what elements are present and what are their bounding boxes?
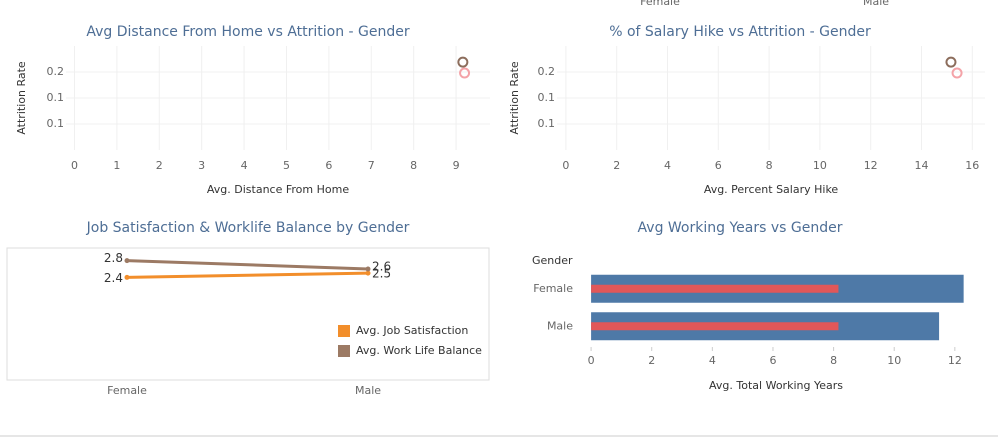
x-tick-label: 2: [648, 354, 655, 367]
y-axis-label: Attrition Rate: [508, 61, 521, 135]
chart-title: Avg Distance From Home vs Attrition - Ge…: [86, 24, 410, 40]
category-header: Gender: [532, 254, 573, 267]
chart-title: % of Salary Hike vs Attrition - Gender: [609, 24, 871, 40]
point: [365, 266, 371, 272]
x-axis-label: Avg. Distance From Home: [207, 183, 349, 196]
value-label: 2.6: [372, 259, 391, 273]
x-tick-label: 0: [588, 354, 595, 367]
y-tick-label: 0.2: [47, 65, 65, 78]
x-axis-label: Avg. Total Working Years: [709, 379, 843, 392]
x-tick-label: Male: [355, 384, 381, 397]
x-tick-label: Female: [107, 384, 147, 397]
value-label: 2.5: [372, 267, 391, 281]
x-tick-label: 10: [887, 354, 901, 367]
x-tick-label: 1: [113, 159, 120, 172]
y-tick-label: Male: [547, 319, 573, 332]
clipped-legend-entry: Female: [640, 0, 680, 8]
line: [126, 259, 369, 271]
x-tick-label: 4: [241, 159, 248, 172]
x-tick-label: 6: [325, 159, 332, 172]
legend-label: Avg. Job Satisfaction: [356, 324, 468, 337]
x-tick-label: 6: [715, 159, 722, 172]
value-label: 2.8: [104, 251, 123, 265]
chart-title: Job Satisfaction & Worklife Balance by G…: [86, 220, 410, 236]
x-tick-label: 2: [613, 159, 620, 172]
x-tick-label: 8: [766, 159, 773, 172]
x-tick-label: 14: [914, 159, 928, 172]
point: [124, 274, 130, 280]
x-tick-label: 9: [453, 159, 460, 172]
clipped-legend-entry: Male: [863, 0, 889, 8]
legend-label: Avg. Work Life Balance: [356, 344, 482, 357]
point: [459, 67, 471, 79]
line: [126, 271, 369, 279]
value-label: 2.4: [104, 271, 123, 285]
x-tick-label: 8: [410, 159, 417, 172]
y-tick-label: 0.1: [538, 117, 556, 130]
x-tick-label: 4: [709, 354, 716, 367]
x-tick-label: 7: [368, 159, 375, 172]
x-tick-label: 10: [813, 159, 827, 172]
y-tick-label: 0.1: [47, 91, 65, 104]
y-tick-label: Female: [533, 282, 573, 295]
x-tick-label: 0: [562, 159, 569, 172]
x-tick-label: 3: [198, 159, 205, 172]
bar: [591, 322, 839, 331]
point: [457, 56, 469, 68]
y-tick-label: 0.1: [47, 117, 65, 130]
point: [365, 270, 371, 276]
y-tick-label: 0.2: [538, 65, 556, 78]
plot-frame: [6, 247, 490, 381]
chart-title: Avg Working Years vs Gender: [638, 220, 843, 236]
x-tick-label: 0: [71, 159, 78, 172]
x-tick-label: 5: [283, 159, 290, 172]
x-tick-label: 8: [830, 354, 837, 367]
legend-swatch: [338, 345, 350, 357]
point: [124, 258, 130, 264]
point: [945, 56, 957, 68]
legend-swatch: [338, 325, 350, 337]
x-axis-label: Avg. Percent Salary Hike: [704, 183, 839, 196]
x-tick-label: 12: [948, 354, 962, 367]
x-tick-label: 6: [769, 354, 776, 367]
y-axis-label: Attrition Rate: [15, 61, 28, 135]
x-tick-label: 2: [156, 159, 163, 172]
x-tick-label: 12: [864, 159, 878, 172]
x-tick-label: 4: [664, 159, 671, 172]
y-tick-label: 0.1: [538, 91, 556, 104]
x-tick-label: 16: [965, 159, 979, 172]
bar: [591, 284, 839, 293]
point: [951, 67, 963, 79]
